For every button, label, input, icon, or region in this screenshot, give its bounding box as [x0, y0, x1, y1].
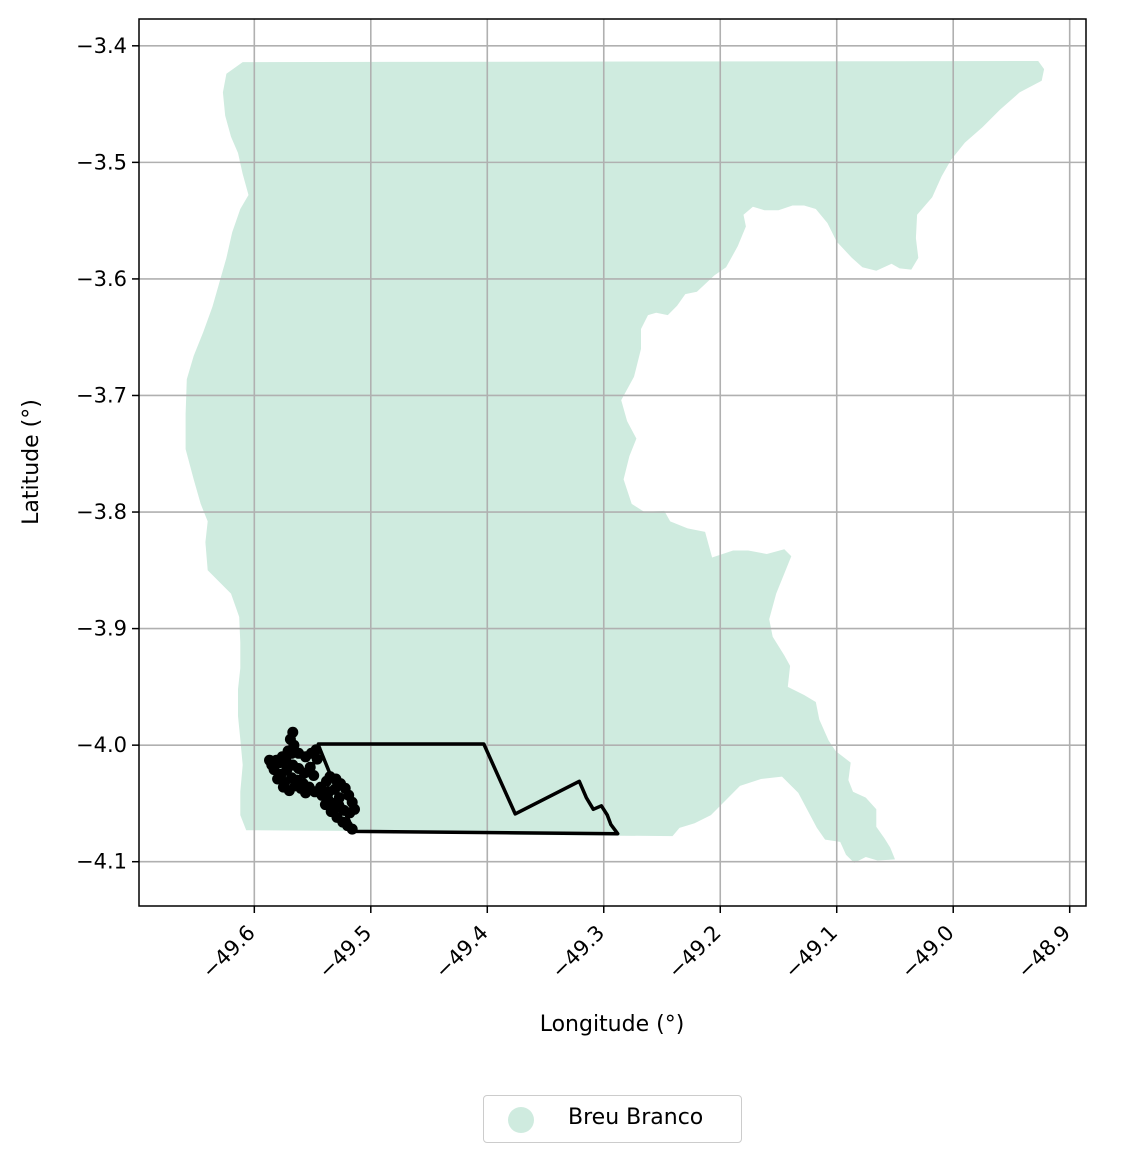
cluster-segment-56 — [282, 785, 291, 793]
points-layer — [264, 726, 360, 835]
cluster-segment-32 — [334, 777, 342, 786]
cluster-segment-50 — [332, 788, 342, 799]
cluster-segment-11 — [297, 751, 307, 759]
cluster-segment-31 — [329, 774, 337, 781]
cluster-segment-9 — [284, 751, 294, 761]
y-axis-ticks: −3.4 −3.5 −3.6 −3.7 −3.8 −3.9 −4.0 −4.1 — [76, 34, 139, 874]
cluster-segment-24 — [290, 775, 299, 782]
cluster-segment-37 — [348, 807, 356, 815]
cluster-segment-25 — [296, 778, 305, 786]
cluster-segment-45 — [329, 810, 339, 819]
cluster-segment-35 — [346, 794, 354, 804]
y-axis-label: Latitude (°) — [19, 399, 44, 525]
cluster-segment-4 — [280, 749, 290, 759]
cluster-segment-55 — [288, 784, 297, 793]
cluster-segment-53 — [299, 786, 307, 795]
cluster-segment-5 — [275, 755, 284, 763]
plot-area-frame — [138, 18, 1087, 907]
legend-marker-breu-branco — [508, 1107, 534, 1133]
y-tick-label-5: −3.9 — [76, 617, 127, 641]
y-tick-label-1: −3.5 — [76, 150, 127, 174]
cluster-segment-15 — [308, 757, 319, 769]
x-tick-label-6: −49.0 — [896, 921, 958, 983]
x-tick-label-4: −49.2 — [663, 921, 725, 983]
y-tick-label-3: −3.7 — [76, 383, 127, 407]
cluster-segment-40 — [332, 801, 340, 809]
cluster-segment-2 — [288, 738, 296, 747]
cluster-segment-30 — [324, 775, 332, 783]
cluster-segment-54 — [294, 784, 302, 791]
region-layer — [185, 61, 1045, 863]
x-tick-label-5: −49.1 — [780, 921, 842, 983]
cluster-segment-8 — [278, 757, 287, 765]
y-tick-label-0: −3.4 — [76, 34, 127, 58]
cluster-segment-29 — [319, 779, 328, 789]
cluster-segment-47 — [341, 820, 349, 828]
legend-label-breu-branco: Breu Branco — [568, 1105, 704, 1130]
cluster-segment-44 — [323, 803, 333, 813]
cluster-segment-57 — [272, 768, 286, 789]
y-tick-label-2: −3.6 — [76, 267, 127, 291]
legend: Breu Branco — [483, 1095, 742, 1143]
cluster-segment-52 — [305, 789, 329, 795]
region-breu-branco — [185, 61, 1045, 863]
cluster-segment-23 — [283, 776, 293, 785]
x-tick-label-0: −49.6 — [197, 921, 259, 983]
cluster-segment-49 — [337, 796, 355, 830]
x-tick-label-2: −49.4 — [430, 921, 492, 983]
y-tick-label-4: −3.8 — [76, 500, 127, 524]
cluster-segment-3 — [286, 743, 296, 753]
cluster-segment-34 — [343, 787, 351, 797]
x-tick-label-1: −49.5 — [314, 921, 376, 983]
cluster-segment-33 — [339, 782, 347, 790]
x-axis-ticks: −49.6 −49.5 −49.4 −49.3 −49.2 −49.1 −49.0 −48.9 — [197, 906, 1075, 983]
y-tick-label-6: −4.0 — [76, 733, 127, 757]
cluster-segment-46 — [335, 815, 345, 824]
x-tick-label-3: −49.3 — [547, 921, 609, 983]
y-tick-label-7: −4.1 — [76, 850, 127, 874]
x-tick-label-7: −48.9 — [1013, 921, 1075, 983]
cluster-segment-20 — [279, 768, 289, 776]
cluster-segment-1 — [288, 731, 295, 740]
cluster-segment-12 — [304, 751, 313, 759]
cluster-segment-14 — [314, 749, 320, 760]
cluster-segment-59 — [268, 758, 315, 778]
cluster-segment-36 — [350, 801, 357, 810]
cluster-segment-26 — [302, 781, 311, 789]
x-axis-label: Longitude (°) — [540, 1012, 685, 1037]
cluster-segment-51 — [328, 787, 336, 794]
grid-layer — [139, 19, 1086, 906]
cluster-segment-41 — [326, 797, 335, 805]
cluster-segment-43 — [320, 794, 328, 806]
